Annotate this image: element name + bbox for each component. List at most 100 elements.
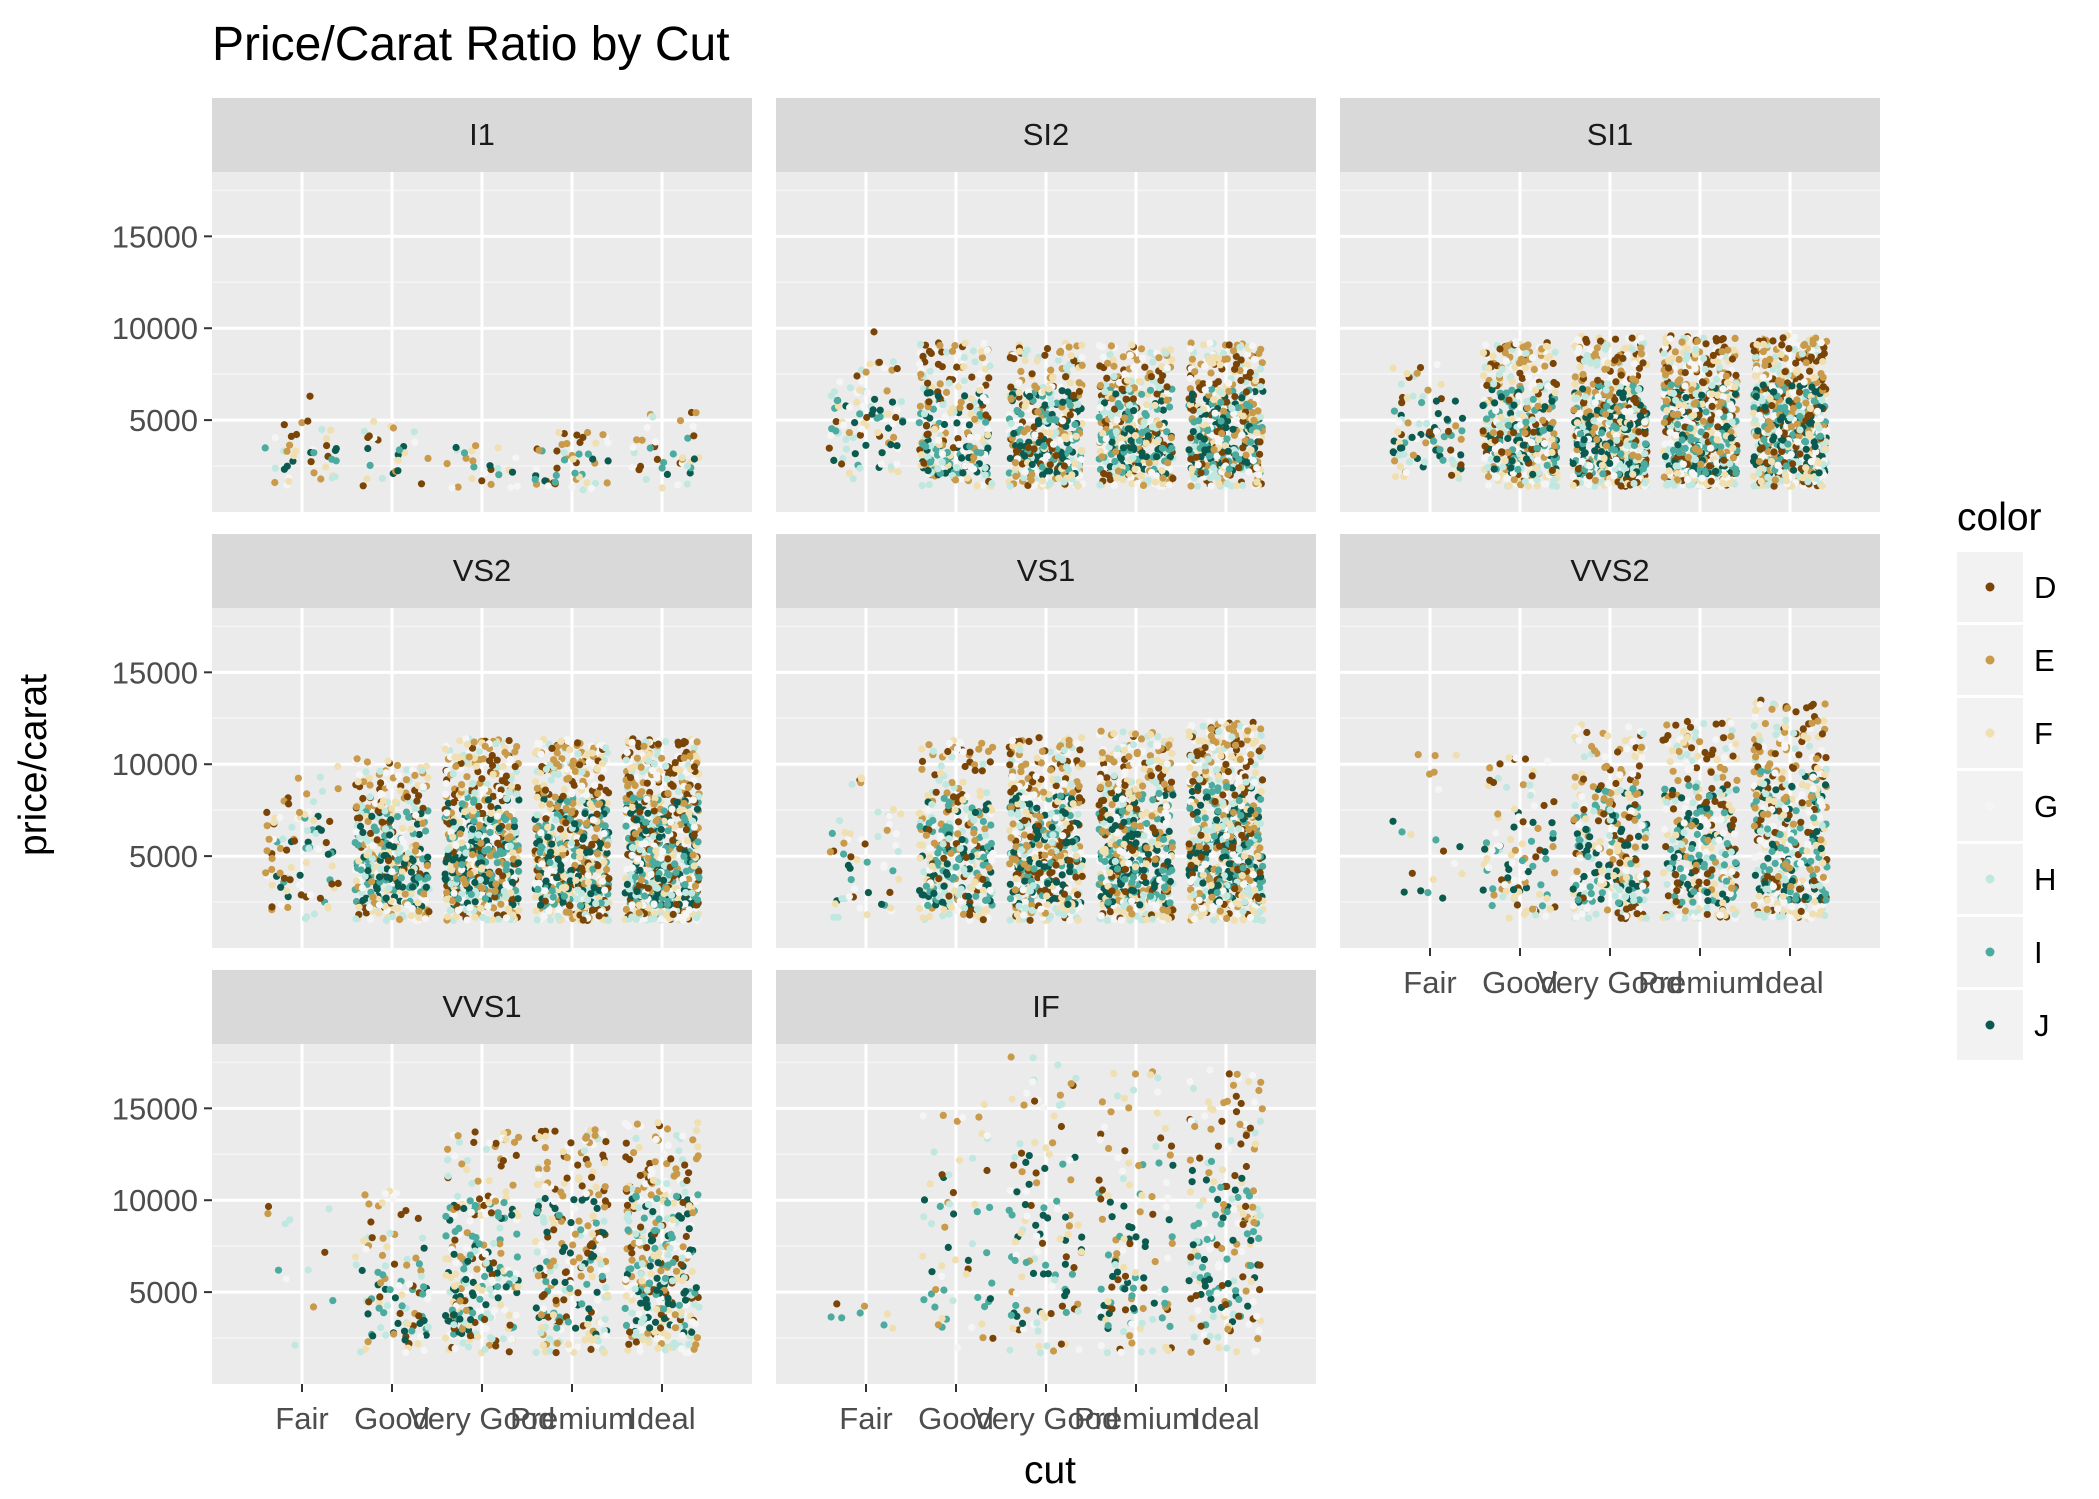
data-point [265,835,273,843]
data-point [1225,341,1233,349]
data-point [963,474,971,482]
data-point [894,468,902,476]
data-point [1247,446,1255,454]
data-point [388,804,396,813]
data-point [1075,379,1083,387]
data-point [1107,342,1115,350]
data-point [1800,378,1808,386]
data-point [587,484,596,492]
data-point [1415,420,1423,428]
data-point [1418,399,1426,407]
data-point [1753,341,1761,349]
data-point [926,367,934,375]
data-point [899,418,907,426]
data-point [977,347,985,355]
data-point [318,425,326,433]
data-point [1052,429,1060,437]
data-point [1118,385,1126,393]
data-point [916,402,925,410]
data-point [1681,382,1689,390]
data-point [1662,397,1670,405]
data-point [334,785,342,793]
data-point [1771,476,1779,484]
data-point [1046,467,1054,475]
data-point [984,444,992,452]
data-point [1484,463,1492,472]
data-point [1788,382,1796,390]
data-point [1678,338,1686,346]
data-point [1717,398,1725,406]
data-point [1504,342,1512,350]
data-point [584,450,593,458]
data-point [1684,453,1692,461]
data-point [834,402,843,410]
data-point [1111,457,1119,465]
data-point [560,456,569,464]
data-point [1818,482,1826,490]
data-point [1409,451,1417,459]
data-point [966,403,974,411]
data-point [1406,458,1414,466]
data-point [1761,361,1769,370]
data-point [1661,452,1669,460]
data-point [1604,380,1612,388]
data-point [874,428,882,437]
data-point [1447,446,1455,454]
data-point [1731,383,1739,391]
data-point [683,462,692,470]
data-point [409,883,417,891]
data-point [1498,448,1506,456]
data-point [317,475,325,483]
data-point [873,414,881,422]
data-point [1007,419,1015,428]
data-point [982,418,990,426]
data-point [1594,376,1602,384]
data-point [285,800,293,808]
data-point [1641,440,1650,448]
data-point [1256,438,1264,446]
data-point [402,776,410,784]
data-point [369,893,377,901]
data-point [1628,345,1636,353]
data-point [1681,369,1689,377]
data-point [331,446,339,455]
data-point [469,457,477,465]
data-point [1153,390,1161,398]
data-point [1007,395,1015,403]
data-point [1493,455,1501,463]
data-point [1613,404,1621,412]
data-point [856,464,864,472]
data-point [1717,448,1725,457]
data-point [1611,335,1620,343]
data-point [1050,440,1058,448]
data-point [1257,345,1265,353]
data-point [419,819,427,828]
data-point [1205,379,1213,387]
data-point [1225,379,1233,387]
data-point [412,811,420,819]
data-point [334,762,342,771]
data-point [825,444,833,452]
data-point [1396,463,1404,471]
data-point [1421,458,1429,466]
data-point [495,471,503,479]
data-point [1187,455,1195,463]
data-point [363,758,371,766]
data-point [551,478,559,486]
data-point [1540,439,1549,448]
data-point [316,894,324,902]
data-point [1628,334,1636,342]
data-point [560,430,568,438]
data-point [304,417,312,425]
data-point [953,464,961,472]
data-point [1813,407,1822,415]
data-point [919,440,927,448]
data-point [1238,431,1246,439]
data-point [362,768,370,776]
data-point [454,483,462,491]
data-point [1757,477,1765,486]
data-point [1665,364,1673,372]
data-point [951,342,959,350]
data-point [1769,436,1777,444]
data-point [1522,455,1531,463]
